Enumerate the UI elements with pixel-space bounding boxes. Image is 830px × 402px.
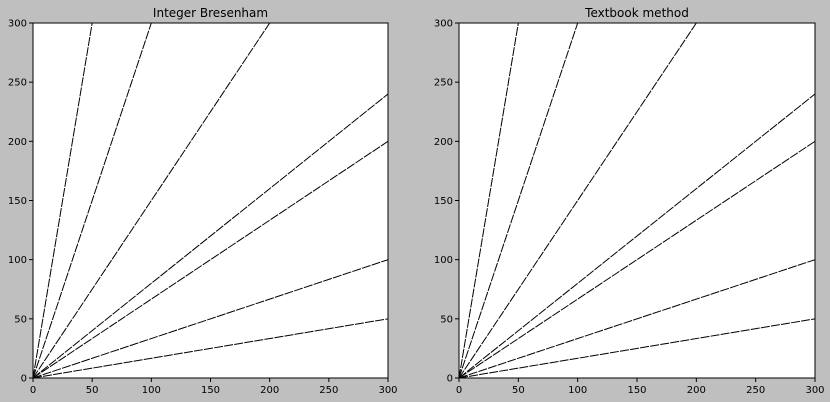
series-line-1: [33, 318, 388, 378]
y-tick-label: 100: [434, 255, 453, 266]
x-tick-label: 50: [512, 385, 525, 396]
x-tick-label: 300: [805, 385, 824, 396]
chart-title: Integer Bresenham: [153, 6, 268, 20]
y-tick-label: 250: [434, 78, 453, 89]
series-line-4: [459, 93, 815, 378]
y-tick-label: 200: [434, 137, 453, 148]
series-group: [33, 23, 388, 378]
x-tick-label: 0: [456, 385, 462, 396]
series-line-7: [33, 23, 93, 378]
x-tick-label: 0: [30, 385, 36, 396]
x-tick-label: 150: [201, 385, 220, 396]
y-tick-label: 0: [21, 374, 27, 385]
y-tick-label: 50: [14, 314, 27, 325]
y-tick-label: 50: [440, 314, 453, 325]
chart-panel-2: Textbook method 0 50 100 150 200 250 300 0 50 100 1…: [434, 6, 825, 396]
x-tick-label: 150: [627, 385, 646, 396]
series-line-4: [33, 93, 388, 378]
x-tick-label: 250: [746, 385, 765, 396]
series-line-1: [459, 318, 815, 378]
y-tick-label: 100: [8, 255, 27, 266]
y-tick-label: 150: [434, 196, 453, 207]
y-tick-label: 300: [434, 19, 453, 30]
x-tick-label: 200: [687, 385, 706, 396]
plot-area: [33, 23, 388, 378]
x-tick-label: 100: [142, 385, 161, 396]
series-line-5: [33, 23, 271, 378]
series-line-3: [33, 140, 388, 378]
chart-title: Textbook method: [584, 6, 689, 20]
x-tick-label: 250: [319, 385, 338, 396]
y-tick-label: 300: [8, 19, 27, 30]
y-tick-label: 150: [8, 196, 27, 207]
series-group: [459, 23, 815, 378]
series-line-2: [33, 259, 388, 378]
y-tick-label: 0: [447, 374, 453, 385]
series-line-6: [459, 23, 579, 378]
y-tick-label: 250: [8, 78, 27, 89]
chart-panel-1: Integer Bresenham 0 50 100 150 200 250 300 0 50 10…: [8, 6, 398, 396]
series-line-2: [459, 259, 815, 378]
x-tick-label: 50: [86, 385, 99, 396]
plot-area: [459, 23, 815, 378]
x-tick-label: 100: [568, 385, 587, 396]
x-tick-label: 300: [378, 385, 397, 396]
series-line-7: [459, 23, 519, 378]
series-line-6: [33, 23, 152, 378]
y-tick-label: 200: [8, 137, 27, 148]
x-tick-label: 200: [260, 385, 279, 396]
